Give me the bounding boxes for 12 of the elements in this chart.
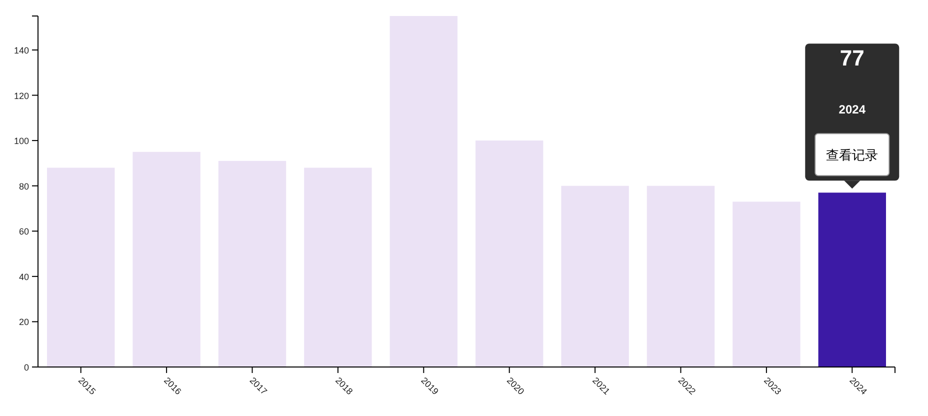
y-tick-label: 120	[14, 90, 29, 101]
annotation: 2024	[838, 102, 866, 117]
y-tick-label: 80	[18, 181, 29, 192]
y-tick-label: 60	[18, 226, 29, 237]
annotation: 查看记录	[826, 148, 878, 163]
picture-tooltip: 77 2024 查看记录	[805, 44, 900, 189]
y-tick-label: 40	[18, 272, 29, 282]
annotation: 77	[840, 46, 864, 71]
y-tick-label: 0	[24, 362, 29, 372]
y-tick-label: 100	[14, 136, 29, 146]
y-tick-label: 20	[18, 317, 29, 328]
y-tick-label: 140	[14, 45, 29, 56]
